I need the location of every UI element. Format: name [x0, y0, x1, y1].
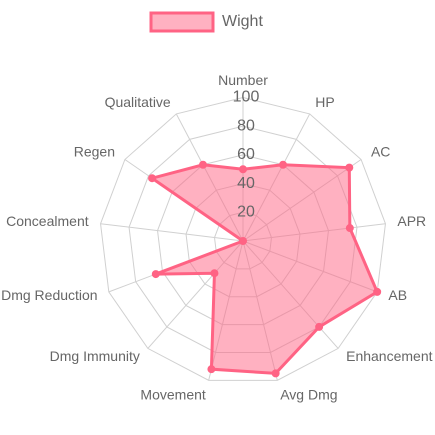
category-label: HP [315, 94, 334, 110]
category-label: Enhancement [346, 348, 433, 364]
data-point [345, 224, 354, 233]
r-tick-label: 20 [237, 204, 255, 221]
category-label: AB [388, 287, 407, 303]
r-tick-label: 60 [237, 146, 255, 163]
data-point [239, 165, 247, 174]
data-point [210, 269, 219, 278]
radar-area [148, 163, 380, 375]
data-point [148, 174, 157, 183]
grid-ring [100, 96, 386, 381]
r-tick-label: 80 [237, 117, 255, 134]
data-point [271, 369, 280, 378]
r-tick-label: 100 [233, 89, 260, 106]
category-label: Concealment [6, 213, 89, 229]
category-label: Avg Dmg [280, 387, 337, 403]
data-point [198, 160, 207, 169]
category-label: Regen [74, 143, 115, 159]
category-label: Number [218, 72, 268, 88]
data-point [315, 322, 324, 331]
data-point [279, 160, 288, 169]
r-tick-label: 40 [237, 175, 255, 192]
data-point [345, 163, 354, 172]
category-label: Qualitative [105, 94, 171, 110]
legend-label: Wight [222, 13, 263, 30]
spoke [100, 223, 244, 242]
data-point [373, 287, 382, 296]
category-label: Dmg Reduction [1, 287, 98, 303]
data-point [239, 237, 247, 245]
category-label: APR [397, 213, 426, 229]
category-label: Dmg Immunity [50, 348, 140, 364]
legend-swatch [149, 11, 215, 33]
data-point [151, 270, 160, 279]
category-label: Movement [140, 387, 205, 403]
data-point [207, 365, 216, 374]
category-label: AC [371, 143, 390, 159]
